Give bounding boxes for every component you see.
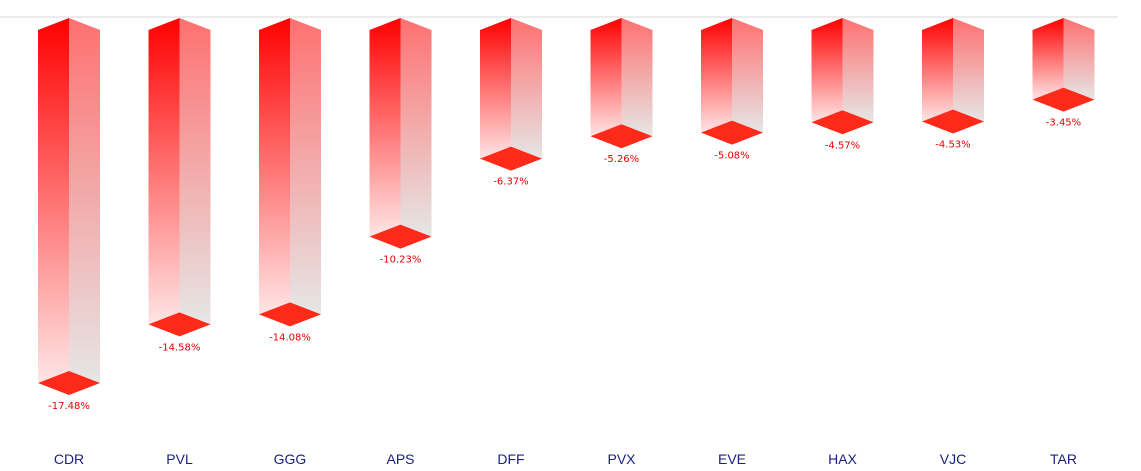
value-label-pvl: -14.58% (159, 342, 201, 353)
bar-side-face (511, 18, 542, 159)
bar-cap (811, 110, 874, 135)
bar-cap (259, 302, 321, 327)
category-label-vjc: VJC (940, 451, 966, 467)
bar-cap (38, 371, 100, 395)
bar-side-face (400, 18, 432, 237)
bar-front-face (369, 18, 401, 237)
bar-side-face (842, 18, 874, 123)
category-label-hax: HAX (828, 451, 857, 467)
bar-side-face (732, 18, 763, 133)
bar-front-face (148, 18, 180, 325)
value-label-pvx: -5.26% (604, 154, 639, 165)
bar-tar (1032, 18, 1095, 112)
category-label-dff: DFF (497, 451, 524, 467)
bar-cdr (38, 18, 100, 395)
value-label-aps: -10.23% (380, 255, 422, 266)
bar-pvx (590, 18, 653, 149)
value-label-tar: -3.45% (1046, 118, 1081, 129)
bar-side-face (1063, 18, 1095, 100)
bar-eve (701, 18, 763, 145)
bar-side-face (621, 18, 653, 137)
bar-aps (369, 18, 432, 249)
bar-dff (480, 18, 542, 171)
bar-cap (148, 312, 211, 337)
value-label-dff: -6.37% (493, 177, 528, 188)
bar-cap (369, 224, 432, 249)
bar-cap (480, 146, 542, 171)
bar-side-face (179, 18, 211, 325)
category-label-pvx: PVX (607, 451, 636, 467)
bar-front-face (701, 18, 732, 133)
value-label-ggg: -14.08% (269, 332, 311, 343)
bar-side-face (290, 18, 321, 315)
bar-front-face (480, 18, 511, 159)
bar-side-face (69, 18, 100, 383)
bar-side-face (953, 18, 984, 122)
bar-front-face (922, 18, 953, 122)
bar-front-face (38, 18, 69, 383)
category-label-pvl: PVL (166, 451, 193, 467)
bar-front-face (590, 18, 622, 137)
bar-front-face (811, 18, 843, 123)
bar-cap (590, 124, 653, 149)
value-label-cdr: -17.48% (48, 401, 90, 412)
value-label-hax: -4.57% (825, 140, 860, 151)
bar-front-face (259, 18, 290, 315)
bar-ggg (259, 18, 321, 327)
value-label-vjc: -4.53% (935, 139, 970, 150)
category-label-tar: TAR (1050, 451, 1077, 467)
bar-cap (701, 120, 763, 145)
category-label-cdr: CDR (54, 451, 84, 467)
value-label-eve: -5.08% (714, 151, 749, 162)
bar-vjc (922, 18, 984, 134)
bar-hax (811, 18, 874, 135)
bar-cap (1032, 87, 1095, 112)
bar-front-face (1032, 18, 1064, 100)
category-label-eve: EVE (718, 451, 746, 467)
category-label-aps: APS (386, 451, 414, 467)
bar-cap (922, 109, 984, 134)
bar-pvl (148, 18, 211, 337)
category-label-ggg: GGG (274, 451, 307, 467)
